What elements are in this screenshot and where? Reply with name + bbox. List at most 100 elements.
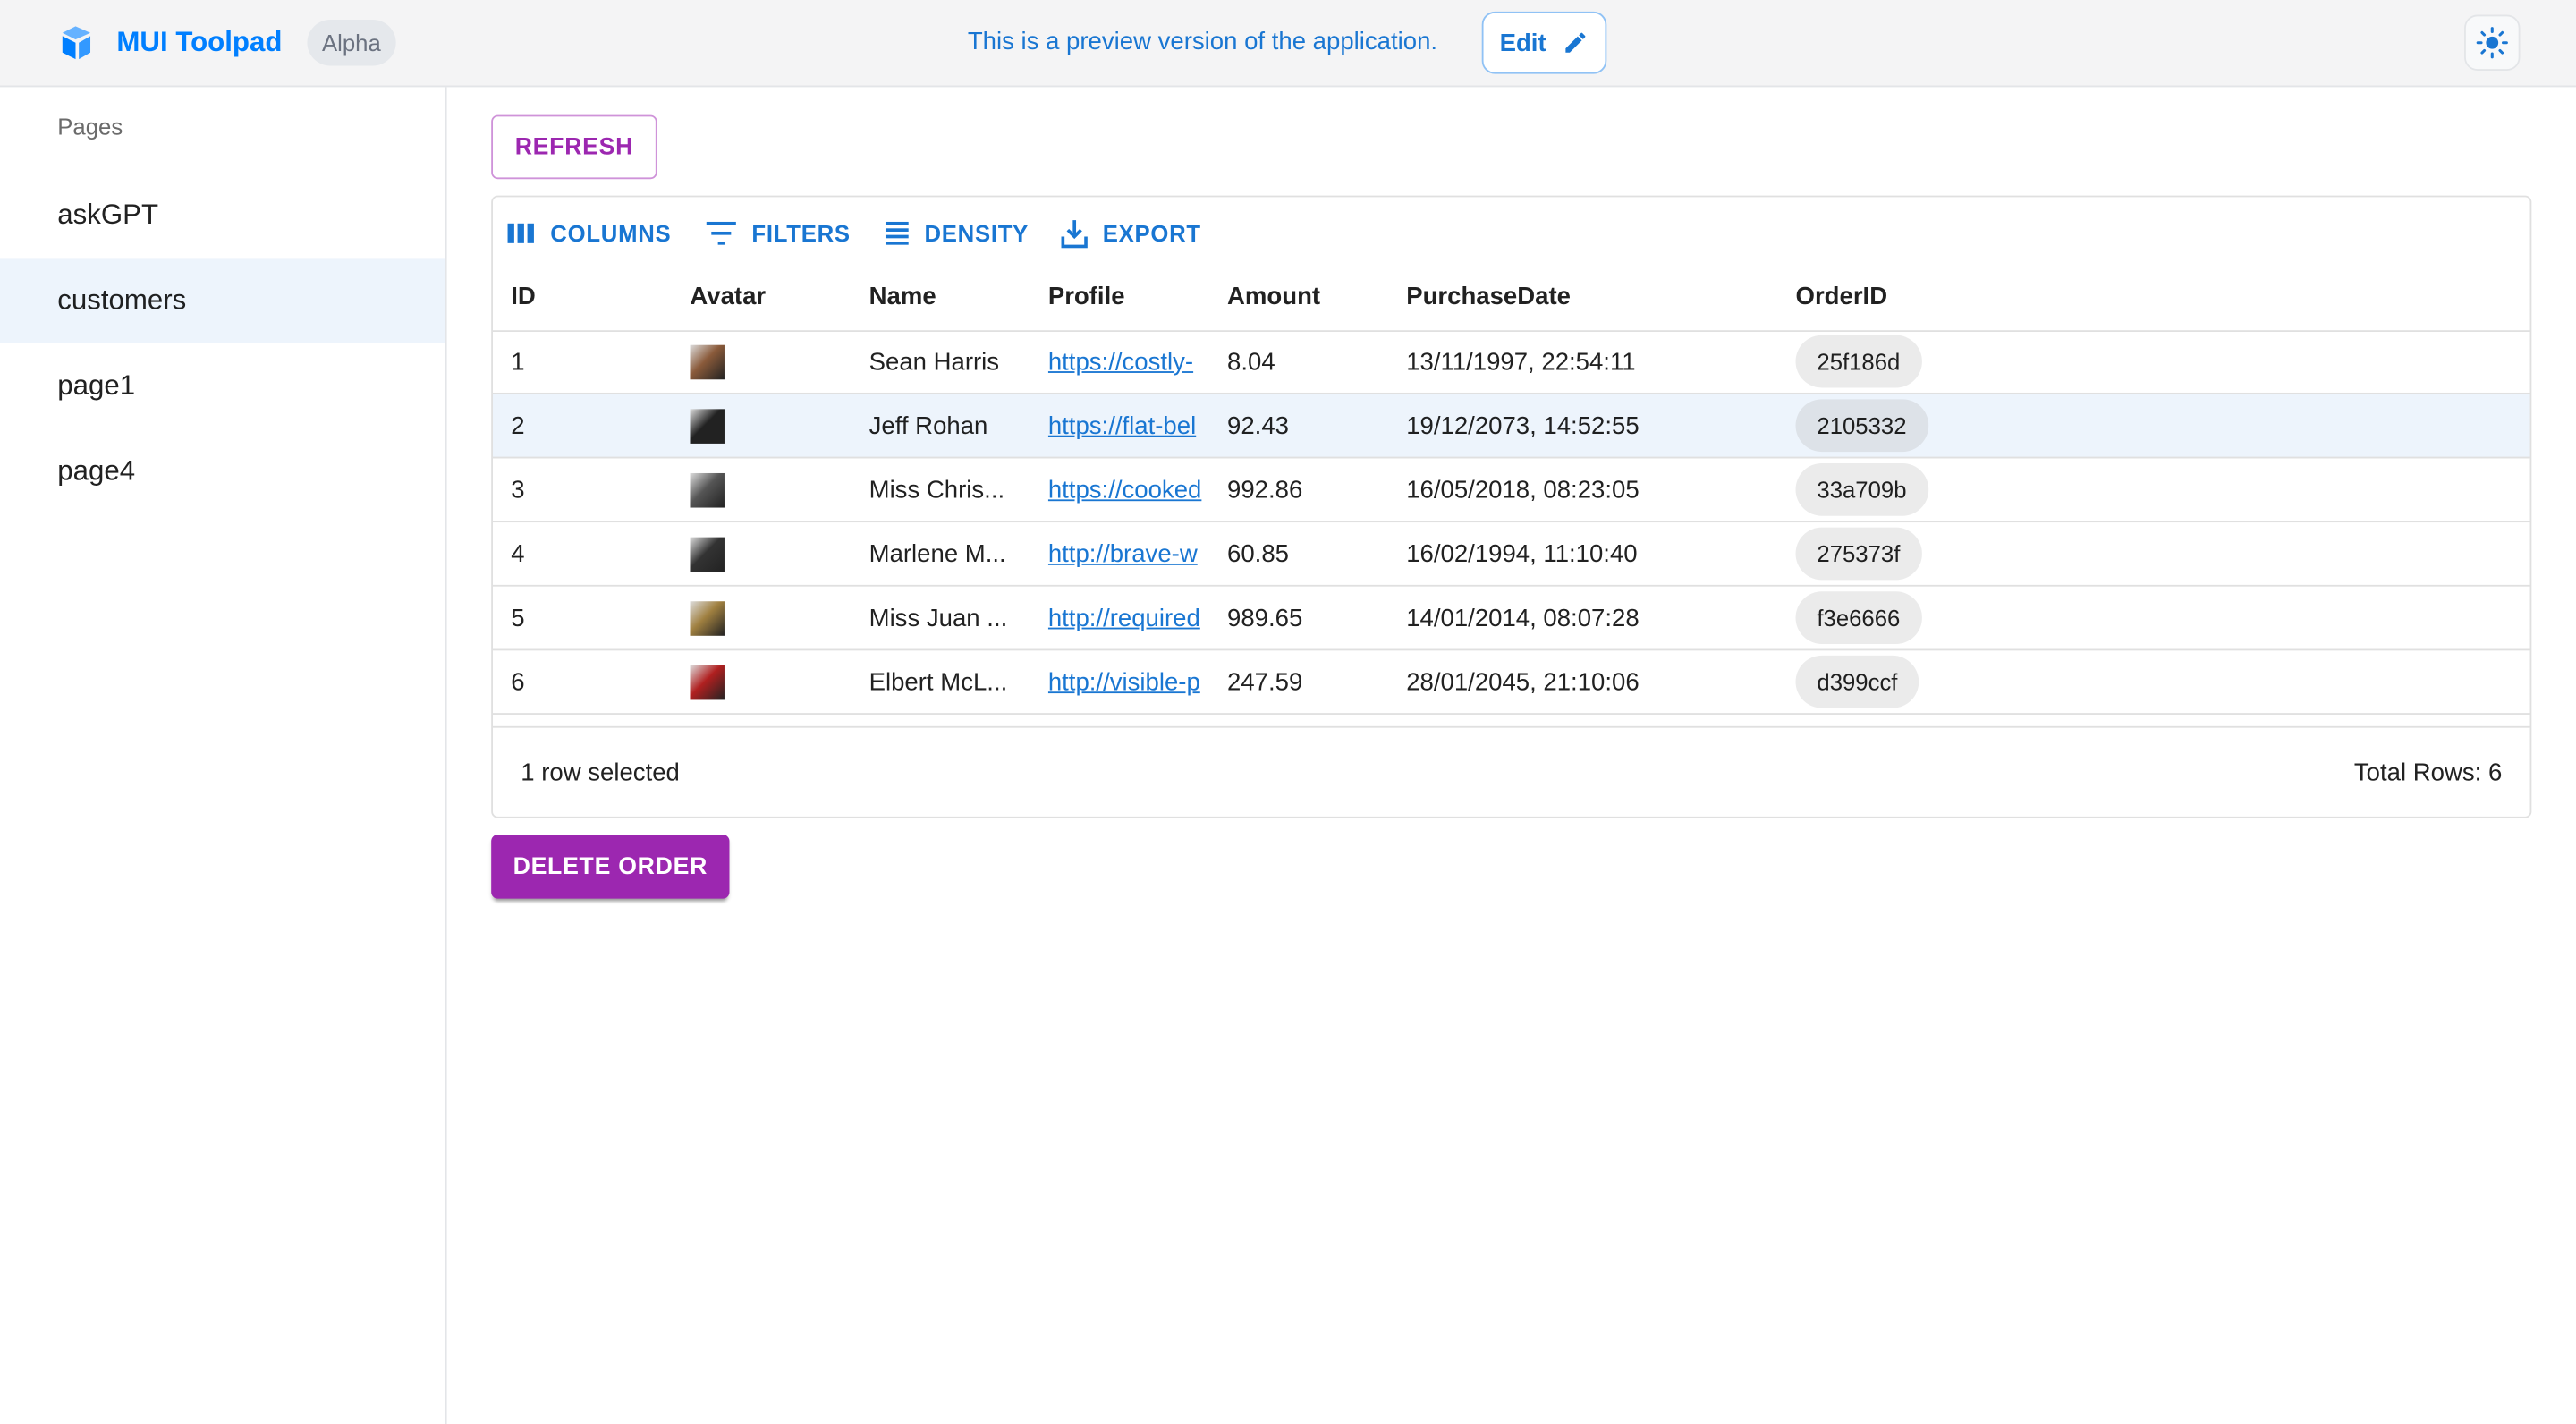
density-icon	[885, 221, 909, 245]
cell-purchase-date: 28/01/2045, 21:10:06	[1406, 667, 1640, 696]
cell-order-id: d399ccf	[1795, 650, 1919, 713]
cell-avatar	[690, 650, 724, 713]
sidebar-item-customers[interactable]: customers	[0, 258, 445, 343]
sidebar: Pages askGPT customers page1 page4	[0, 87, 447, 1424]
columns-button[interactable]: COLUMNS	[506, 216, 672, 250]
column-header-avatar[interactable]: Avatar	[690, 281, 767, 310]
cell-profile: https://flat-bel	[1048, 394, 1211, 457]
pencil-icon	[1565, 32, 1586, 53]
cell-id: 1	[511, 347, 525, 376]
filters-button[interactable]: FILTERS	[704, 216, 851, 250]
profile-link[interactable]: http://brave-w	[1047, 539, 1198, 568]
cell-amount: 8.04	[1227, 347, 1275, 376]
profile-link[interactable]: http://visible-p	[1047, 667, 1200, 696]
cell-purchase-date: 19/12/2073, 14:52:55	[1406, 411, 1640, 440]
avatar	[690, 600, 724, 635]
data-grid: COLUMNS FILTERS DENSITY EXPORT ID Avatar…	[491, 195, 2532, 818]
avatar	[690, 408, 724, 443]
sidebar-item-page4[interactable]: page4	[57, 454, 136, 487]
order-id-chip: d399ccf	[1795, 655, 1919, 708]
avatar	[690, 472, 724, 507]
filters-label: FILTERS	[751, 220, 851, 247]
export-label: EXPORT	[1102, 220, 1201, 247]
cell-name: Elbert McL...	[869, 667, 1008, 696]
density-label: DENSITY	[924, 220, 1030, 247]
avatar	[690, 536, 724, 572]
table-row[interactable]: 2 Jeff Rohan https://flat-bel 92.43 19/12/20…	[493, 394, 2530, 459]
table-row[interactable]: 3 Miss Chris... https://cooked 992.86 16/05/…	[493, 458, 2530, 523]
cell-id: 6	[511, 667, 525, 696]
cell-order-id: 33a709b	[1795, 458, 1928, 521]
cell-profile: http://visible-p	[1048, 650, 1211, 713]
cell-name: Miss Chris...	[869, 475, 1005, 504]
app-brand[interactable]: MUI Toolpad	[116, 26, 283, 58]
edit-label: Edit	[1499, 29, 1546, 57]
sun-icon	[2476, 27, 2508, 59]
order-id-chip: 2105332	[1795, 399, 1928, 453]
theme-toggle-button[interactable]	[2464, 14, 2521, 71]
sidebar-item-page1[interactable]: page1	[57, 369, 136, 402]
columns-label: COLUMNS	[550, 220, 672, 247]
cell-profile: https://cooked	[1048, 458, 1211, 521]
refresh-button[interactable]: REFRESH	[491, 114, 657, 180]
cell-avatar	[690, 330, 724, 393]
column-header-name[interactable]: Name	[869, 281, 936, 310]
delete-order-button[interactable]: DELETE ORDER	[491, 835, 730, 899]
avatar	[690, 664, 724, 699]
pages-heading: Pages	[57, 113, 123, 140]
column-header-id[interactable]: ID	[511, 281, 536, 310]
column-header-amount[interactable]: Amount	[1227, 281, 1321, 310]
cell-profile: http://required	[1048, 587, 1211, 649]
export-button[interactable]: EXPORT	[1061, 216, 1201, 250]
cell-order-id: 2105332	[1795, 394, 1928, 457]
grid-footer: 1 row selected Total Rows: 6	[493, 725, 2530, 818]
column-header-profile[interactable]: Profile	[1047, 281, 1125, 310]
density-button[interactable]: DENSITY	[884, 216, 1030, 250]
edit-button[interactable]: Edit	[1481, 11, 1607, 74]
cell-profile: http://brave-w	[1048, 522, 1211, 585]
total-rows: Total Rows: 6	[2353, 759, 2503, 787]
grid-toolbar: COLUMNS FILTERS DENSITY EXPORT	[506, 216, 1201, 250]
cell-order-id: f3e6666	[1795, 587, 1922, 649]
cell-profile: https://costly-	[1048, 330, 1211, 393]
cell-id: 4	[511, 539, 525, 568]
cell-avatar	[690, 587, 724, 649]
cell-avatar	[690, 522, 724, 585]
table-row[interactable]: 5 Miss Juan ... http://required 989.65 14/01…	[493, 587, 2530, 651]
alpha-badge: Alpha	[307, 20, 396, 66]
profile-link[interactable]: https://costly-	[1047, 347, 1194, 376]
toolpad-logo-icon	[62, 26, 91, 60]
cell-amount: 60.85	[1227, 539, 1289, 568]
order-id-chip: 25f186d	[1795, 335, 1922, 388]
table-row[interactable]: 6 Elbert McL... http://visible-p 247.59 28/0…	[493, 650, 2530, 715]
cell-order-id: 25f186d	[1795, 330, 1922, 393]
avatar	[690, 343, 724, 379]
cell-purchase-date: 16/05/2018, 08:23:05	[1406, 475, 1640, 504]
cell-id: 3	[511, 475, 525, 504]
profile-link[interactable]: http://required	[1047, 603, 1200, 632]
preview-notice: This is a preview version of the applica…	[967, 28, 1438, 56]
table-row[interactable]: 1 Sean Harris https://costly- 8.04 13/11/199…	[493, 330, 2530, 394]
cell-order-id: 275373f	[1795, 522, 1922, 585]
order-id-chip: 275373f	[1795, 527, 1922, 581]
table-row[interactable]: 4 Marlene M... http://brave-w 60.85 16/02/19…	[493, 522, 2530, 587]
cell-name: Sean Harris	[869, 347, 1000, 376]
cell-purchase-date: 16/02/1994, 11:10:40	[1406, 539, 1638, 568]
sidebar-item-askgpt[interactable]: askGPT	[57, 199, 159, 231]
cell-name: Marlene M...	[869, 539, 1006, 568]
cell-amount: 92.43	[1227, 411, 1289, 440]
profile-link[interactable]: https://flat-bel	[1047, 411, 1197, 440]
cell-amount: 989.65	[1227, 603, 1303, 632]
column-header-orderid[interactable]: OrderID	[1795, 281, 1888, 310]
selected-count: 1 row selected	[521, 759, 680, 787]
app-header: MUI Toolpad Alpha This is a preview vers…	[0, 0, 2576, 88]
filter-icon	[706, 221, 736, 245]
cell-purchase-date: 14/01/2014, 08:07:28	[1406, 603, 1640, 632]
columns-icon	[507, 223, 534, 243]
download-icon	[1061, 220, 1089, 249]
cell-amount: 992.86	[1227, 475, 1303, 504]
order-id-chip: f3e6666	[1795, 591, 1922, 644]
column-header-purchasedate[interactable]: PurchaseDate	[1406, 281, 1571, 310]
profile-link[interactable]: https://cooked	[1047, 475, 1202, 504]
cell-name: Miss Juan ...	[869, 603, 1008, 632]
